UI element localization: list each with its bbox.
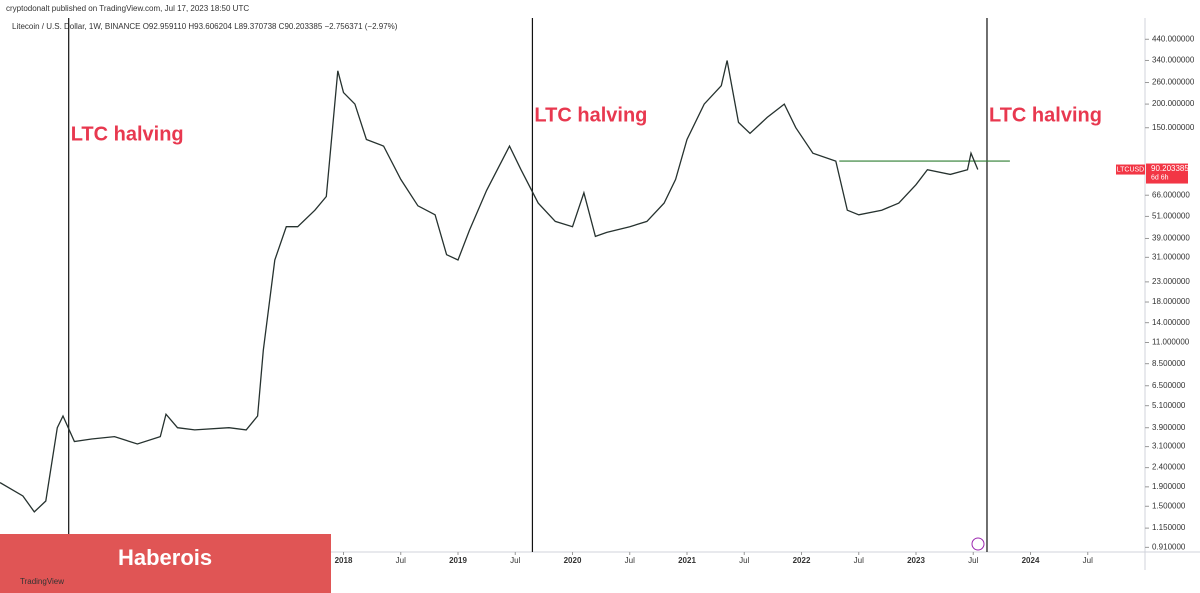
x-tick-label: Jul [396,556,406,565]
y-tick-label: 51.000000 [1152,212,1190,221]
symbol-label: LTCUSD [1117,166,1144,173]
x-tick-label: Jul [739,556,749,565]
y-tick-label: 1.500000 [1152,501,1186,510]
x-tick-label: Jul [1083,556,1093,565]
y-tick-label: 8.500000 [1152,359,1186,368]
y-tick-label: 200.000000 [1152,99,1195,108]
y-tick-label: 39.000000 [1152,234,1190,243]
y-tick-label: 3.900000 [1152,423,1186,432]
y-tick-label: 0.910000 [1152,542,1186,551]
watermark-banner [0,534,331,593]
event-icon [971,537,985,551]
y-tick-label: 14.000000 [1152,318,1190,327]
price-label: 90.203385 [1151,164,1189,173]
y-tick-label: 440.000000 [1152,34,1195,43]
y-tick-label: 5.100000 [1152,401,1186,410]
countdown-label: 6d 6h [1151,174,1169,181]
x-tick-label: 2019 [449,556,467,565]
annotation: LTC halving [71,123,184,145]
y-tick-label: 3.100000 [1152,442,1186,451]
x-tick-label: 2023 [907,556,925,565]
x-tick-label: 2018 [335,556,353,565]
x-tick-label: Jul [854,556,864,565]
y-tick-label: 18.000000 [1152,297,1190,306]
y-tick-label: 1.150000 [1152,523,1186,532]
symbol-tag [1116,164,1145,175]
y-tick-label: 2.400000 [1152,463,1186,472]
x-tick-label: 2021 [678,556,696,565]
y-tick-label: 66.000000 [1152,190,1190,199]
y-tick-label: 23.000000 [1152,277,1190,286]
logo: TradingView [20,577,64,586]
x-tick-label: Jul [625,556,635,565]
x-tick-label: Jul [510,556,520,565]
price-line [0,60,979,513]
x-tick-label: 2020 [564,556,582,565]
price-tag [1146,163,1188,184]
annotation: LTC halving [989,104,1102,126]
y-tick-label: 340.000000 [1152,56,1195,65]
y-tick-label: 6.500000 [1152,381,1186,390]
watermark: Haberois [118,545,212,570]
y-tick-label: 1.900000 [1152,482,1186,491]
y-tick-label: 11.000000 [1152,338,1190,347]
y-tick-label: 31.000000 [1152,252,1190,261]
header: cryptodonalt published on TradingView.co… [6,4,249,13]
y-tick-label: 150.000000 [1152,123,1195,132]
x-tick-label: Jul [968,556,978,565]
y-tick-label: 260.000000 [1152,78,1195,87]
annotation: LTC halving [534,104,647,126]
x-tick-label: 2022 [793,556,811,565]
chart-title: Litecoin / U.S. Dollar, 1W, BINANCE O92.… [12,22,398,31]
x-tick-label: 2024 [1022,556,1040,565]
